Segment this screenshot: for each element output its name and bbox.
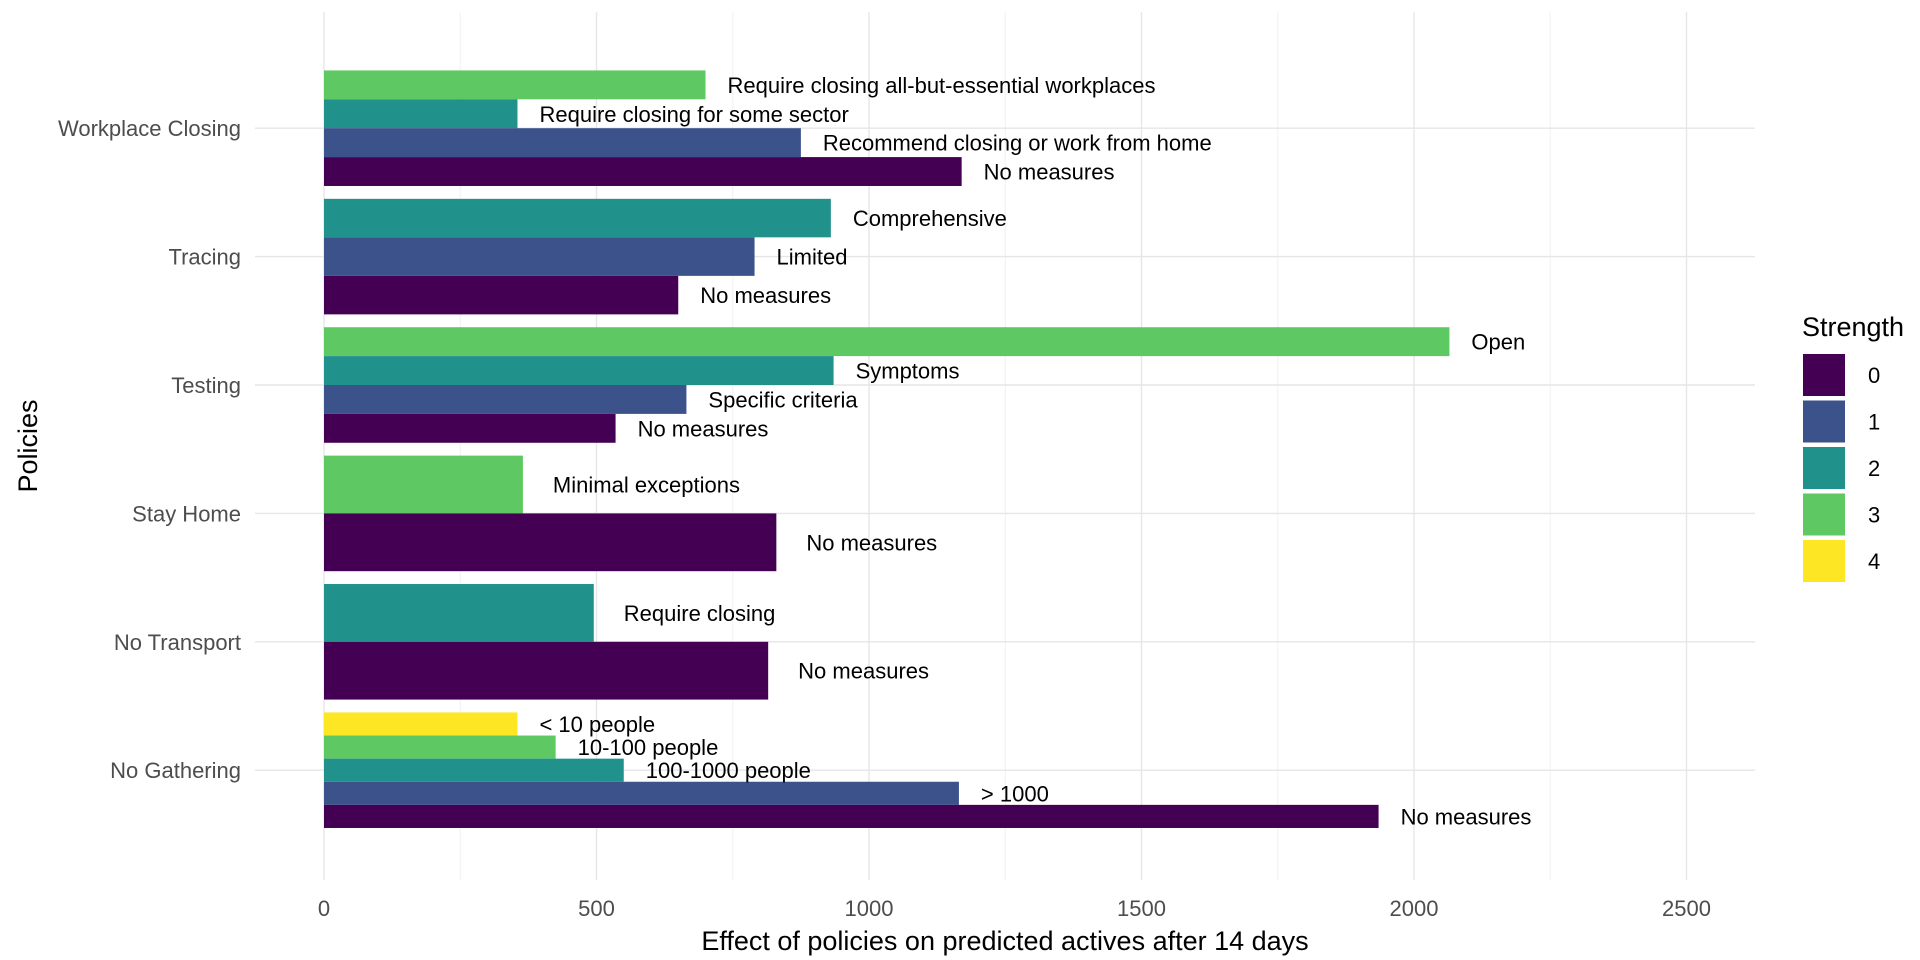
bar-label: 100-1000 people (646, 758, 811, 783)
bar-label: Require closing (624, 601, 776, 626)
bar-testing-strength-0 (324, 413, 616, 443)
y-tick-label: Tracing (168, 245, 241, 270)
bar-labels: Require closing all-but-essential workpl… (539, 73, 1531, 830)
bar-label: No measures (1401, 804, 1532, 829)
y-tick-label: Testing (171, 373, 241, 398)
bar-label: No measures (984, 160, 1115, 185)
bar-label: Require closing for some sector (539, 102, 848, 127)
bar-label: Limited (777, 245, 848, 270)
bar-label: No measures (806, 530, 937, 555)
bar-no-transport-strength-0 (324, 641, 769, 700)
bar-tracing-strength-0 (324, 275, 679, 315)
y-tick-label: No Transport (114, 630, 241, 655)
legend-label: 0 (1868, 363, 1880, 388)
bar-no-gathering-strength-1 (324, 781, 959, 805)
bar-workplace-closing-strength-2 (324, 99, 518, 129)
x-tick-label: 1500 (1117, 896, 1166, 921)
legend-swatch-1 (1803, 400, 1845, 443)
legend-swatch-3 (1803, 493, 1845, 536)
bar-no-gathering-strength-4 (324, 712, 518, 736)
bar-label: Recommend closing or work from home (823, 131, 1212, 156)
legend-title: Strength (1802, 312, 1904, 342)
legend-label: 3 (1868, 503, 1880, 528)
bar-label: > 1000 (981, 781, 1049, 806)
bar-label: < 10 people (539, 712, 655, 737)
bar-label: Specific criteria (708, 387, 858, 412)
bar-label: No measures (798, 659, 929, 684)
legend-label: 2 (1868, 456, 1880, 481)
x-tick-label: 2000 (1390, 896, 1439, 921)
bar-no-gathering-strength-3 (324, 735, 556, 759)
bar-label: Require closing all-but-essential workpl… (728, 73, 1156, 98)
bar-no-transport-strength-2 (324, 584, 594, 642)
legend: Strength 0 1 2 3 4 (1802, 312, 1904, 582)
x-axis-title: Effect of policies on predicted actives … (701, 926, 1308, 956)
legend-label: 4 (1868, 549, 1880, 574)
x-tick-label: 0 (318, 896, 330, 921)
bar-no-gathering-strength-2 (324, 758, 624, 782)
bar-label: Comprehensive (853, 206, 1007, 231)
bar-label: Open (1471, 330, 1525, 355)
y-tick-label: Stay Home (132, 501, 241, 526)
bars (324, 70, 1450, 828)
bar-label: No measures (638, 416, 769, 441)
x-axis-ticks: 0 500 1000 1500 2000 2500 (318, 896, 1711, 921)
x-tick-label: 1000 (845, 896, 894, 921)
bar-label: No measures (700, 283, 831, 308)
legend-swatch-4 (1803, 540, 1845, 582)
bar-label: Symptoms (856, 359, 960, 384)
bar-stay-home-strength-0 (324, 513, 777, 572)
bar-tracing-strength-2 (324, 198, 831, 238)
legend-swatch-0 (1803, 354, 1845, 396)
bar-workplace-closing-strength-1 (324, 128, 801, 158)
bar-testing-strength-2 (324, 356, 834, 385)
bar-no-gathering-strength-0 (324, 804, 1379, 828)
y-axis-ticks: Workplace Closing Tracing Testing Stay Home… (58, 116, 241, 783)
bar-testing-strength-3 (324, 327, 1450, 357)
x-tick-label: 500 (578, 896, 615, 921)
legend-swatch-2 (1803, 447, 1845, 489)
y-axis-title: Policies (13, 399, 43, 492)
bar-workplace-closing-strength-0 (324, 157, 962, 186)
bar-testing-strength-1 (324, 385, 687, 414)
x-tick-label: 2500 (1662, 896, 1711, 921)
bar-label: Minimal exceptions (553, 473, 740, 498)
bar-label: 10-100 people (578, 735, 719, 760)
y-tick-label: No Gathering (110, 758, 241, 783)
bar-workplace-closing-strength-3 (324, 70, 706, 100)
y-tick-label: Workplace Closing (58, 116, 241, 141)
bar-tracing-strength-1 (324, 237, 755, 276)
bar-stay-home-strength-3 (324, 455, 523, 514)
legend-label: 1 (1868, 410, 1880, 435)
